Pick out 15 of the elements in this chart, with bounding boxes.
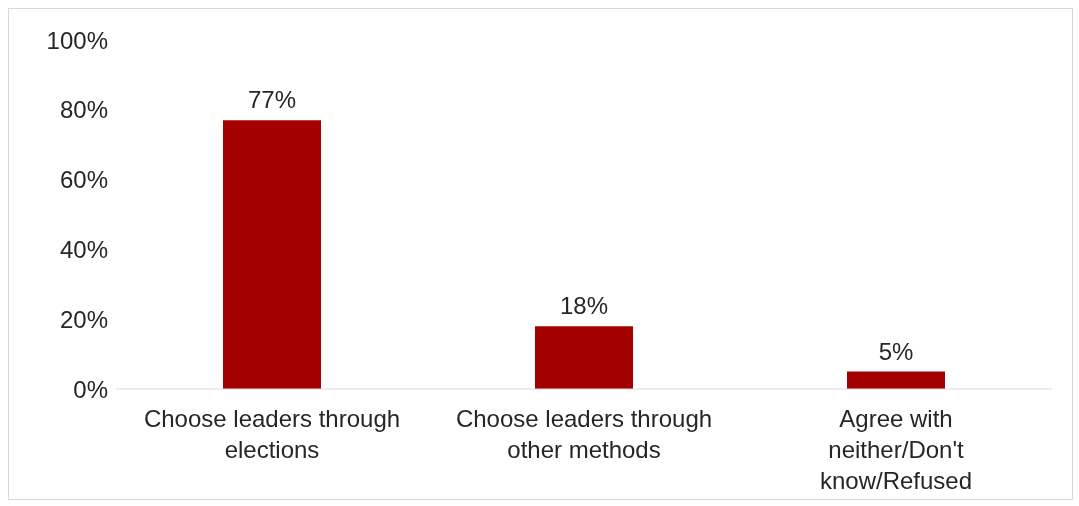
bar — [535, 326, 633, 389]
y-tick-label: 100% — [46, 26, 108, 54]
x-tick-label: Choose leaders through elections — [143, 405, 401, 463]
x-tick-label: Agree with neither/Don't know/Refused — [819, 405, 973, 494]
y-tick-label: 20% — [59, 305, 108, 333]
y-tick-label: 40% — [59, 235, 108, 263]
y-tick-label: 60% — [59, 166, 108, 194]
bar — [223, 120, 321, 389]
bar — [847, 371, 945, 389]
data-label: 5% — [878, 337, 914, 365]
y-tick-label: 0% — [73, 375, 108, 403]
x-tick-label: Choose leaders through other methods — [455, 405, 713, 463]
data-label: 77% — [247, 86, 297, 114]
data-label: 18% — [559, 292, 609, 320]
y-tick-label: 80% — [59, 96, 108, 124]
